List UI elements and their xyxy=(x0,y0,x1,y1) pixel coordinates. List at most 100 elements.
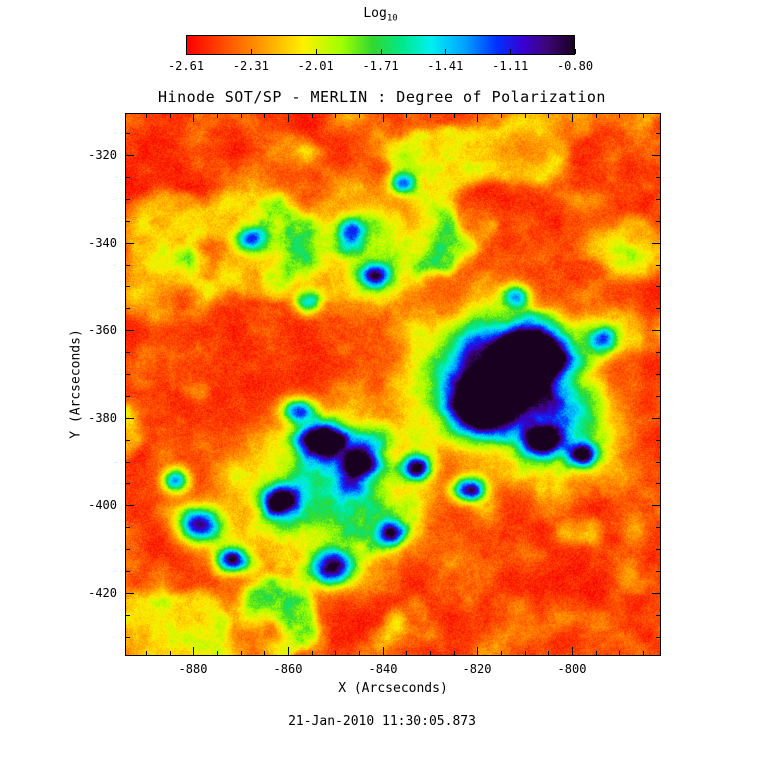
y-axis-tick xyxy=(126,155,134,156)
x-axis-tick xyxy=(193,647,194,655)
y-tick-label: -360 xyxy=(88,323,117,337)
y-tick-label: -320 xyxy=(88,148,117,162)
y-axis-tick xyxy=(656,527,660,528)
y-axis-tick xyxy=(126,637,130,638)
x-axis-tick xyxy=(430,651,431,655)
colorbar xyxy=(186,35,575,55)
x-axis-label: X (Arcseconds) xyxy=(338,681,448,696)
x-axis-tick xyxy=(525,651,526,655)
x-axis-tick xyxy=(312,114,313,118)
x-axis-tick xyxy=(596,651,597,655)
colorbar-tick-label: -2.31 xyxy=(232,59,269,73)
colorbar-tick xyxy=(186,49,187,54)
x-axis-tick xyxy=(241,651,242,655)
y-axis-tick xyxy=(126,308,130,309)
y-axis-tick xyxy=(126,352,130,353)
y-axis-tick xyxy=(126,527,130,528)
x-axis-tick xyxy=(383,647,384,655)
x-axis-tick xyxy=(643,651,644,655)
plot-frame xyxy=(125,113,661,656)
x-axis-tick xyxy=(643,114,644,118)
x-axis-tick xyxy=(359,651,360,655)
y-axis-tick xyxy=(126,462,130,463)
y-axis-tick xyxy=(126,483,130,484)
y-axis-tick xyxy=(656,286,660,287)
y-tick-label: -380 xyxy=(88,411,117,425)
x-axis-tick xyxy=(619,114,620,118)
x-axis-tick xyxy=(193,114,194,122)
colorbar-tick-label: -0.80 xyxy=(556,59,594,73)
x-tick-label: -840 xyxy=(368,662,398,676)
y-axis-tick xyxy=(126,221,130,222)
y-axis-tick xyxy=(652,593,660,594)
x-axis-tick xyxy=(288,114,289,122)
y-axis-tick xyxy=(126,615,130,616)
y-axis-tick xyxy=(652,505,660,506)
x-axis-tick xyxy=(170,114,171,118)
x-axis-tick xyxy=(146,114,147,118)
x-axis-tick xyxy=(264,651,265,655)
y-axis-tick xyxy=(656,549,660,550)
x-axis-tick xyxy=(406,114,407,118)
y-axis-tick xyxy=(656,462,660,463)
y-axis-tick xyxy=(126,505,134,506)
timestamp: 21-Jan-2010 11:30:05.873 xyxy=(288,714,476,729)
x-axis-tick xyxy=(146,651,147,655)
colorbar-tick xyxy=(575,49,576,54)
x-axis-tick xyxy=(477,114,478,122)
y-axis-tick xyxy=(126,265,130,266)
colorbar-tick-label: -1.41 xyxy=(427,59,464,73)
x-axis-tick xyxy=(335,114,336,118)
x-axis-tick xyxy=(501,651,502,655)
y-tick-label: -400 xyxy=(88,498,117,512)
x-tick-label: -820 xyxy=(462,662,492,676)
y-axis-tick xyxy=(126,286,130,287)
x-axis-tick xyxy=(359,114,360,118)
y-axis-tick xyxy=(126,199,130,200)
y-tick-label: -340 xyxy=(88,236,117,250)
y-axis-tick xyxy=(656,571,660,572)
x-axis-tick xyxy=(335,651,336,655)
y-axis-tick xyxy=(126,440,130,441)
x-axis-tick xyxy=(572,114,573,122)
x-axis-tick xyxy=(572,647,573,655)
plot-title: Hinode SOT/SP - MERLIN : Degree of Polar… xyxy=(158,88,606,106)
x-axis-tick xyxy=(170,651,171,655)
x-axis-tick xyxy=(548,651,549,655)
colorbar-title-sub: 10 xyxy=(386,13,398,24)
x-axis-tick xyxy=(241,114,242,118)
y-axis-tick xyxy=(652,418,660,419)
y-axis-tick xyxy=(656,352,660,353)
y-axis-tick xyxy=(656,199,660,200)
y-axis-tick xyxy=(652,330,660,331)
colorbar-tick xyxy=(315,49,317,54)
colorbar-tick-label: -1.71 xyxy=(362,59,399,73)
x-axis-tick xyxy=(264,114,265,118)
y-axis-tick xyxy=(126,418,134,419)
x-axis-tick xyxy=(430,114,431,118)
y-axis-tick xyxy=(126,133,130,134)
colorbar-title-text: Log xyxy=(363,6,387,21)
x-axis-tick xyxy=(454,114,455,118)
x-axis-tick xyxy=(501,114,502,118)
y-axis-tick xyxy=(126,396,130,397)
x-axis-tick xyxy=(477,647,478,655)
y-axis-tick xyxy=(656,133,660,134)
y-axis-tick xyxy=(656,637,660,638)
y-axis-tick xyxy=(656,483,660,484)
x-axis-tick xyxy=(548,114,549,118)
x-axis-tick xyxy=(619,651,620,655)
colorbar-tick-label: -2.01 xyxy=(297,59,334,73)
y-axis-tick xyxy=(126,593,134,594)
x-tick-label: -880 xyxy=(178,662,208,676)
x-axis-tick xyxy=(596,114,597,118)
y-axis-tick xyxy=(656,177,660,178)
y-axis-tick xyxy=(656,308,660,309)
x-axis-tick xyxy=(525,114,526,118)
y-axis-tick xyxy=(126,243,134,244)
y-axis-tick xyxy=(656,374,660,375)
colorbar-tick xyxy=(445,49,447,54)
y-axis-tick xyxy=(656,265,660,266)
y-axis-tick xyxy=(656,440,660,441)
